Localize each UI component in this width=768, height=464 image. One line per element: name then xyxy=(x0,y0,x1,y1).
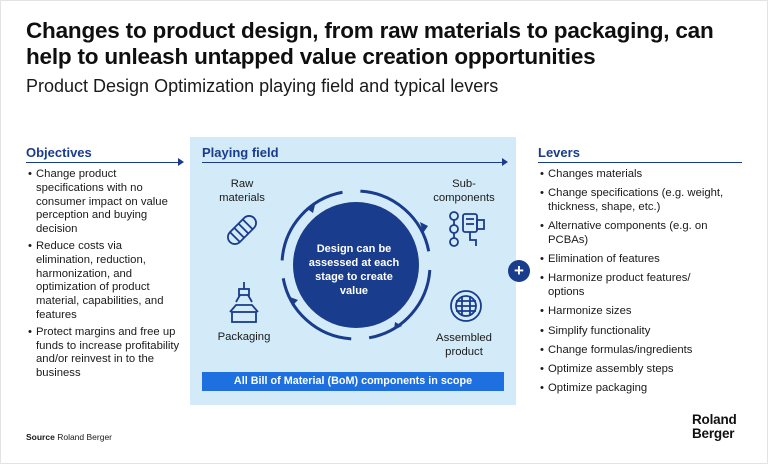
objective-item: Reduce costs via elimination, reduction,… xyxy=(28,240,180,323)
source-note: Source Roland Berger xyxy=(26,432,112,442)
plus-icon: + xyxy=(508,260,530,282)
playing-field-rule xyxy=(202,162,502,163)
objective-item: Protect margins and free up funds to inc… xyxy=(28,326,180,381)
playing-field-arrow-icon xyxy=(502,158,508,166)
slide-subtitle: Product Design Optimization playing fiel… xyxy=(26,76,499,96)
lever-item: Elimination of features xyxy=(540,253,726,267)
cycle-arrow-icon xyxy=(420,222,428,233)
lever-item: Change specifications (e.g. weight, thic… xyxy=(540,187,726,215)
cycle-arrow-icon xyxy=(394,322,402,330)
cycle-arrow-icon xyxy=(290,297,298,306)
levers-heading: Levers xyxy=(538,145,580,160)
lever-item: Optimize assembly steps xyxy=(540,363,726,377)
packaging-label: Packaging xyxy=(217,331,271,343)
source-value: Roland Berger xyxy=(57,432,113,442)
logo-line-2: Berger xyxy=(692,426,735,441)
lever-item: Optimize packaging xyxy=(540,382,726,396)
playing-field-heading: Playing field xyxy=(202,145,279,160)
source-label: Source xyxy=(26,432,55,442)
packaging-icon xyxy=(229,282,259,323)
objectives-arrow-icon xyxy=(178,158,184,166)
logo-line-1: Roland xyxy=(692,412,737,427)
objectives-list: Change product specifications with no co… xyxy=(28,168,180,384)
lever-item: Alternative components (e.g. on PCBAs) xyxy=(540,220,726,248)
roland-berger-logo: Roland Berger xyxy=(692,413,737,441)
levers-list: Changes materials Change specifications … xyxy=(540,168,726,401)
slide-title: Changes to product design, from raw mate… xyxy=(26,18,714,69)
objectives-rule xyxy=(26,162,178,163)
lever-item: Changes materials xyxy=(540,168,726,182)
cycle-arrow-icon xyxy=(306,205,315,213)
lever-item: Change formulas/ingredients xyxy=(540,344,726,358)
levers-rule xyxy=(538,162,742,163)
raw-materials-icon xyxy=(227,215,257,245)
center-statement: Design can be assessed at each stage to … xyxy=(308,243,400,297)
assembled-product-label: Assembled product xyxy=(436,332,492,358)
sub-components-icon xyxy=(449,211,485,247)
objective-item: Change product specifications with no co… xyxy=(28,168,180,237)
raw-materials-label: Raw materials xyxy=(219,178,265,204)
center-circle xyxy=(293,202,419,328)
lever-item: Harmonize product features/ options xyxy=(540,272,726,300)
assembled-product-icon xyxy=(450,290,482,322)
lever-item: Simplify functionality xyxy=(540,325,726,339)
sub-components-label: Sub-components xyxy=(433,178,495,204)
scope-bar: All Bill of Material (BoM) components in… xyxy=(202,372,504,391)
design-cycle xyxy=(280,189,432,341)
lever-item: Harmonize sizes xyxy=(540,305,726,319)
objectives-heading: Objectives xyxy=(26,145,92,160)
